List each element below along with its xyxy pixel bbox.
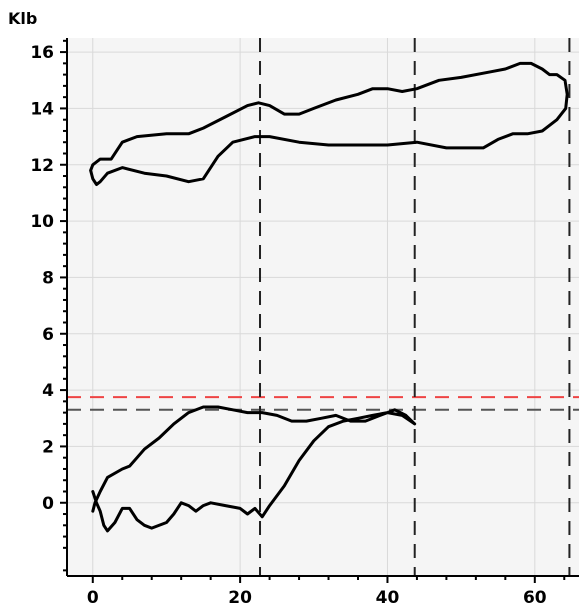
ticks: 0 2 4 6 8 10 12 14 16 0 20 40 60 xyxy=(30,39,566,608)
plot-background xyxy=(67,38,579,576)
x-tick-label: 60 xyxy=(523,588,547,608)
series-line-1 xyxy=(89,61,569,186)
y-tick-label: 14 xyxy=(30,99,54,119)
y-tick-label: 10 xyxy=(30,212,54,232)
y-axis-label: Klb xyxy=(8,9,37,28)
grid xyxy=(67,38,579,576)
x-tick-label: 40 xyxy=(376,588,400,608)
y-tick-label: 8 xyxy=(42,268,54,288)
y-tick-label: 6 xyxy=(42,325,54,345)
series-line-2 xyxy=(91,405,417,533)
x-tick-label: 0 xyxy=(87,588,99,608)
y-tick-label: 0 xyxy=(42,494,54,514)
horizontal-reference-lines xyxy=(67,396,579,411)
y-tick-label: 16 xyxy=(30,43,54,63)
y-tick-label: 12 xyxy=(30,156,54,176)
series-layer xyxy=(89,61,569,533)
x-tick-label: 20 xyxy=(228,588,252,608)
y-tick-label: 4 xyxy=(42,381,54,401)
vertical-reference-lines xyxy=(259,38,571,576)
y-tick-label: 2 xyxy=(42,437,54,457)
